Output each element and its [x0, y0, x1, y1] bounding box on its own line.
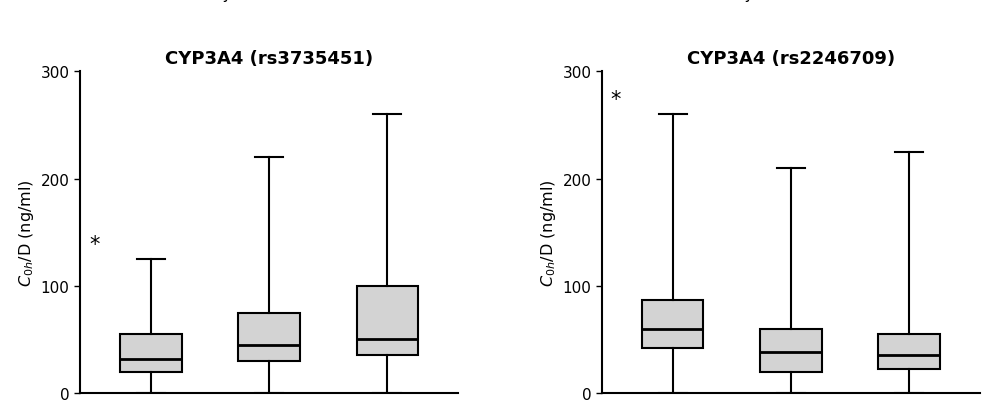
- FancyBboxPatch shape: [120, 334, 182, 372]
- Text: One-way ANOVA: P=0.0189: One-way ANOVA: P=0.0189: [686, 0, 896, 2]
- Y-axis label: $C_{0h}$/D (ng/ml): $C_{0h}$/D (ng/ml): [539, 179, 558, 286]
- FancyBboxPatch shape: [357, 286, 418, 356]
- Text: *: *: [611, 90, 621, 109]
- Title: CYP3A4 (rs2246709): CYP3A4 (rs2246709): [687, 50, 895, 68]
- Title: CYP3A4 (rs3735451): CYP3A4 (rs3735451): [165, 50, 373, 68]
- FancyBboxPatch shape: [642, 300, 703, 348]
- Text: *: *: [89, 234, 99, 254]
- FancyBboxPatch shape: [238, 313, 300, 361]
- FancyBboxPatch shape: [760, 329, 822, 372]
- FancyBboxPatch shape: [878, 334, 940, 369]
- Text: One-way ANOVA: P=0.0214: One-way ANOVA: P=0.0214: [164, 0, 374, 2]
- Y-axis label: $C_{0h}$/D (ng/ml): $C_{0h}$/D (ng/ml): [17, 179, 36, 286]
